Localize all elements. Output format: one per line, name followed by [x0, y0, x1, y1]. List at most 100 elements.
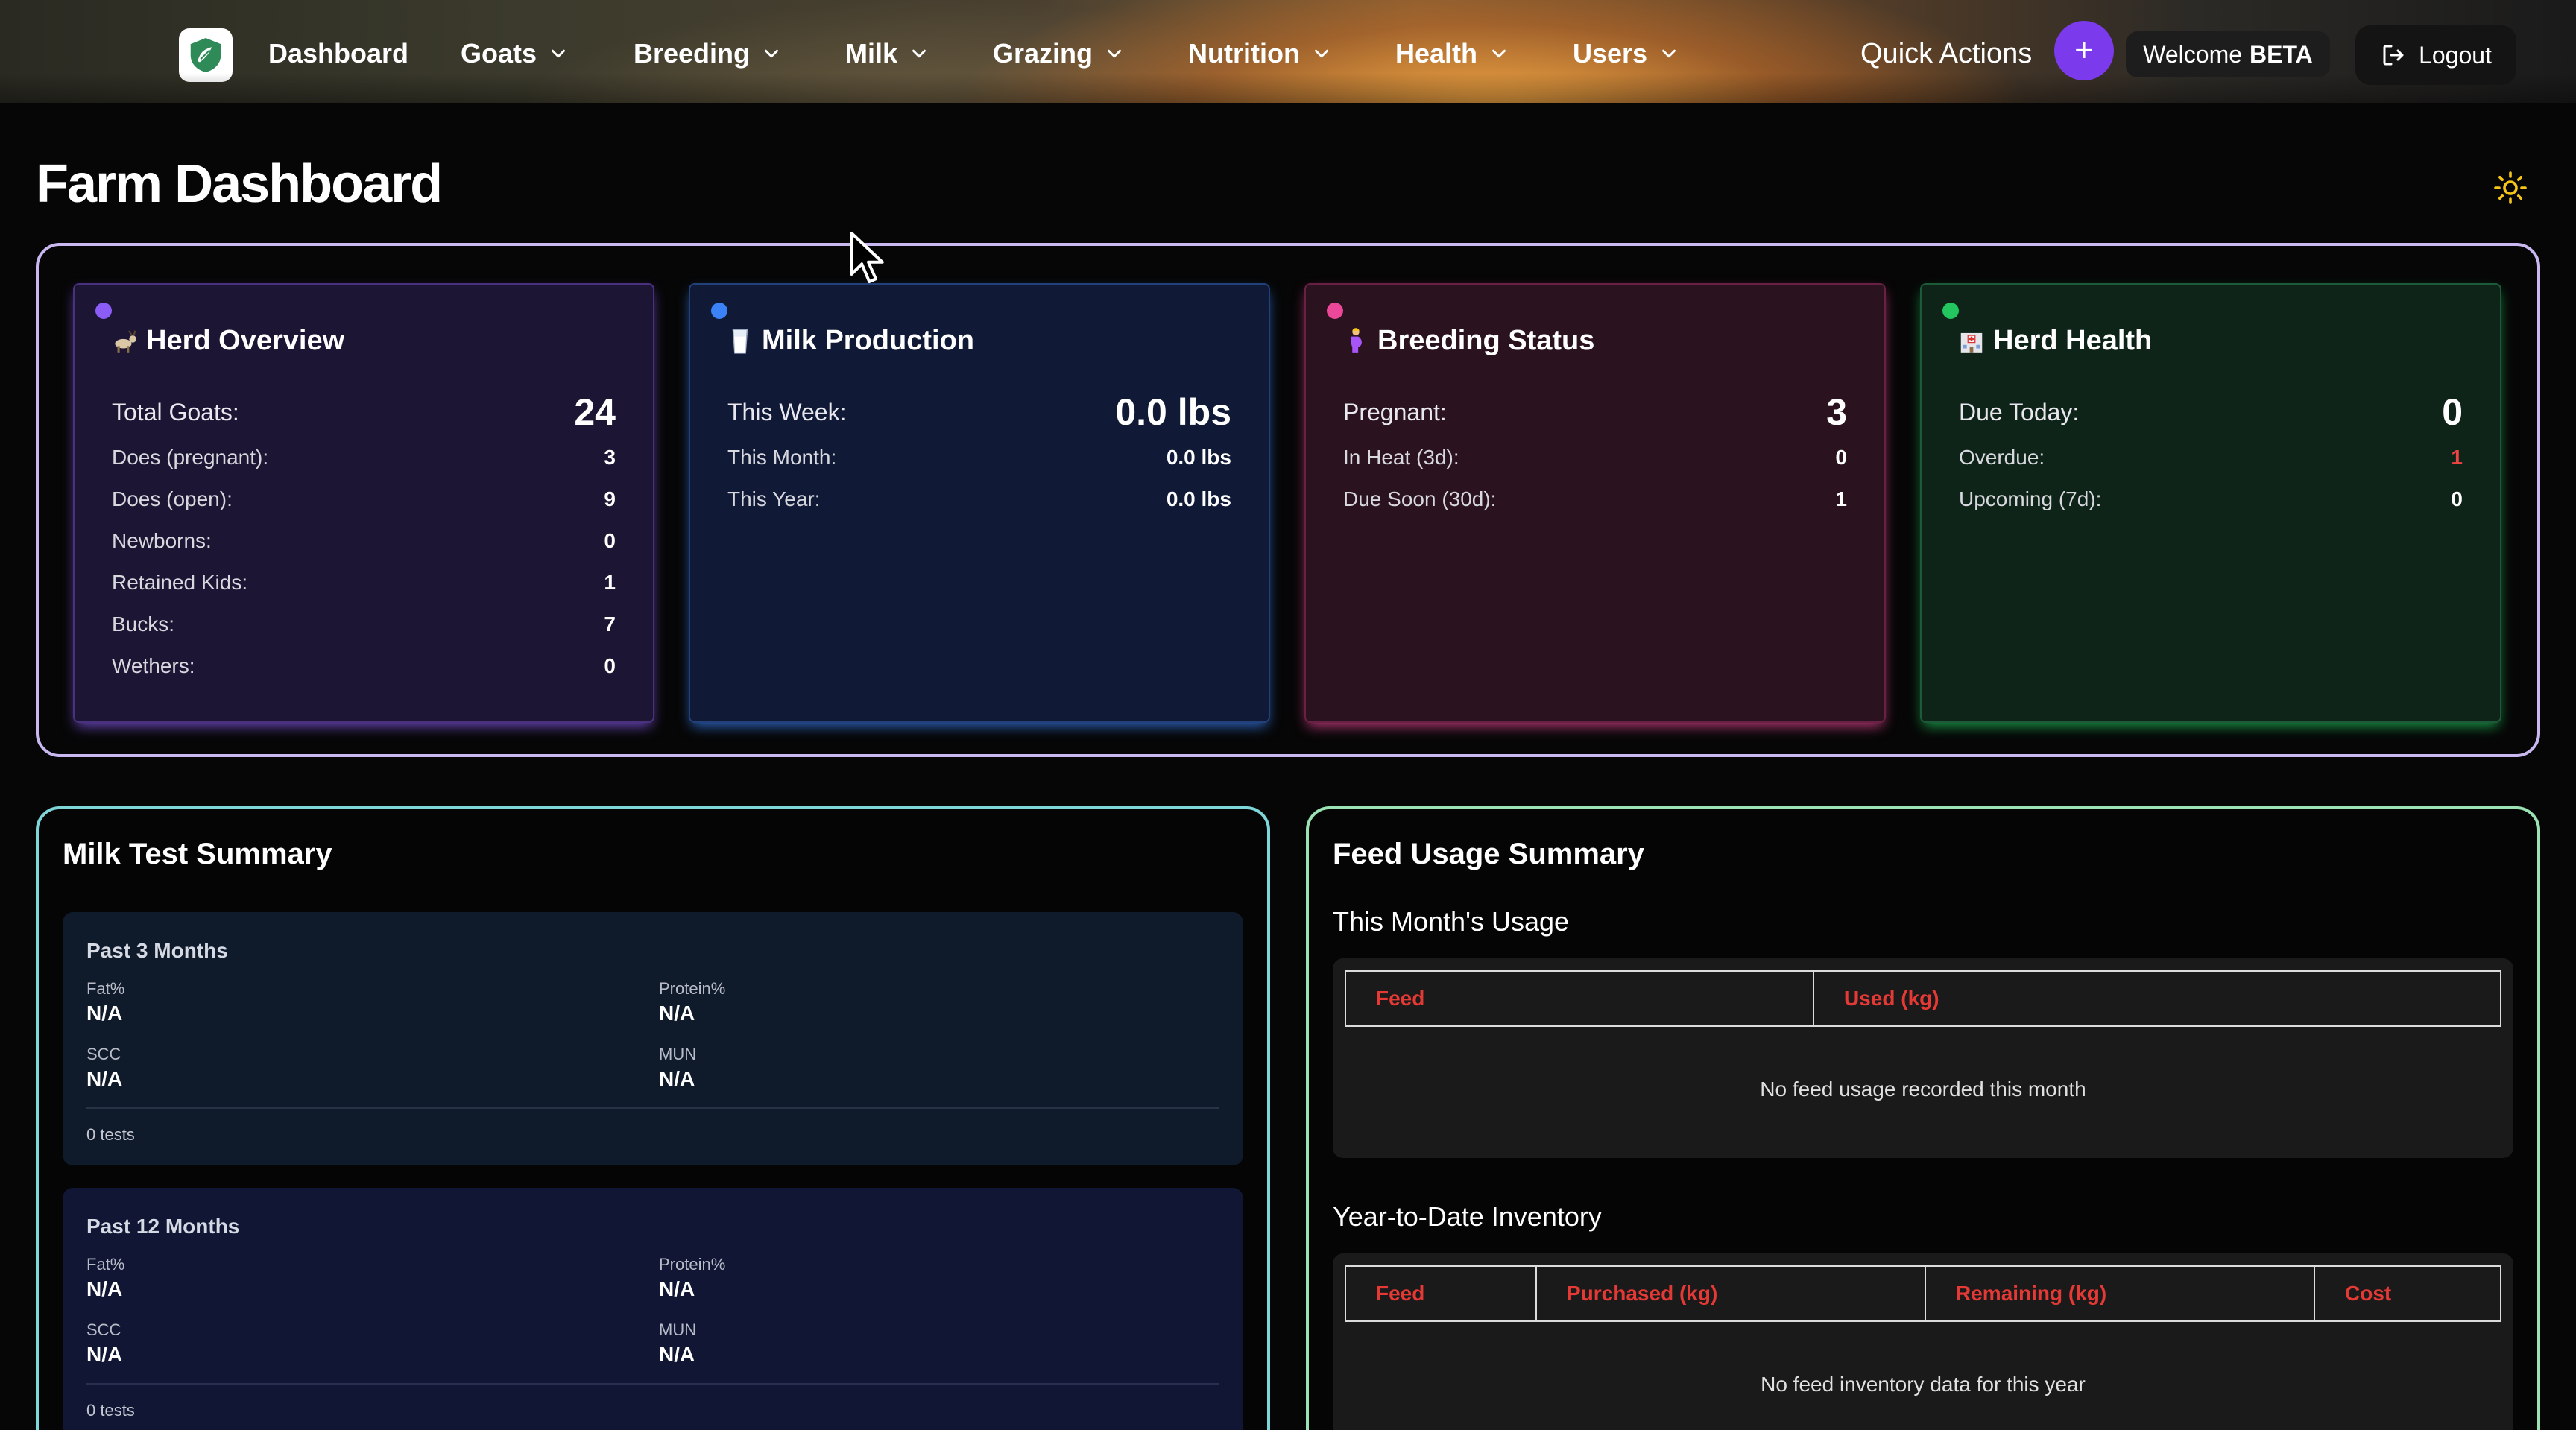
chevron-down-icon	[1108, 49, 1122, 58]
scc-metric: SCC N/A	[86, 1320, 122, 1367]
column-header-remaining[interactable]: Remaining (kg)	[1926, 1267, 2315, 1320]
metric-value: N/A	[659, 1067, 695, 1090]
hospital-icon	[1960, 332, 1983, 353]
quick-actions-plus-button[interactable]: +	[2054, 21, 2114, 80]
column-header-feed[interactable]: Feed	[1346, 972, 1814, 1025]
logout-label: Logout	[2419, 41, 2492, 69]
card-title-text: Herd Overview	[146, 325, 345, 356]
welcome-username: BETA	[2250, 40, 2313, 68]
tests-count: 0 tests	[86, 1125, 135, 1144]
metric-value: N/A	[86, 1343, 123, 1366]
welcome-prefix: Welcome	[2143, 40, 2243, 68]
row-value: 0	[604, 529, 616, 552]
row-value: 3	[1826, 391, 1847, 433]
empty-state-text: No feed usage recorded this month	[1760, 1078, 2086, 1101]
chevron-down-icon	[912, 49, 926, 58]
row-label: This Month:	[727, 446, 837, 469]
row-value: 3	[604, 446, 616, 469]
total-goats-row: Total Goats: 24	[112, 390, 616, 434]
nav-health[interactable]: Health	[1395, 33, 1510, 75]
row-value: 24	[574, 391, 616, 433]
stat-row: Overdue: 1	[1959, 446, 2463, 469]
stat-row: Due Soon (30d): 1	[1343, 487, 1847, 511]
card-title: Breeding Status	[1342, 325, 1594, 357]
nav-grazing[interactable]: Grazing	[993, 33, 1126, 75]
tests-count: 0 tests	[86, 1401, 135, 1420]
row-label: Overdue:	[1959, 446, 2045, 469]
row-label: Newborns:	[112, 529, 212, 552]
metric-value: N/A	[659, 1277, 695, 1300]
nav-milk[interactable]: Milk	[845, 33, 930, 75]
welcome-badge: Welcome BETA	[2126, 31, 2330, 77]
stat-row: Retained Kids: 1	[112, 571, 616, 595]
herd-health-card[interactable]: Herd Health Due Today: 0 Overdue: 1 Upcom…	[1920, 283, 2501, 723]
nav-users[interactable]: Users	[1573, 33, 1680, 75]
chevron-down-icon	[552, 49, 566, 58]
nav-goats[interactable]: Goats	[461, 33, 569, 75]
status-dot	[1327, 303, 1343, 319]
stat-row: Upcoming (7d): 0	[1959, 487, 2463, 511]
breeding-status-card[interactable]: Breeding Status Pregnant: 3 In Heat (3d)…	[1304, 283, 1886, 723]
status-dot	[95, 303, 112, 319]
row-value: 0.0 lbs	[1166, 487, 1231, 510]
month-usage-subtitle: This Month's Usage	[1333, 906, 1570, 937]
milk-production-card[interactable]: Milk Production This Week: 0.0 lbs This …	[689, 283, 1270, 723]
nav-nutrition[interactable]: Nutrition	[1188, 33, 1333, 75]
period-heading: Past 12 Months	[86, 1215, 240, 1238]
status-dot	[1942, 303, 1959, 319]
fat-metric: Fat% N/A	[86, 1255, 124, 1301]
nav-label: Breeding	[634, 38, 751, 69]
metric-value: N/A	[86, 1067, 123, 1090]
stat-row: Does (pregnant): 3	[112, 446, 616, 469]
row-label: Retained Kids:	[112, 571, 248, 594]
card-title: Herd Overview	[110, 325, 344, 357]
chevron-down-icon	[1662, 49, 1676, 58]
metric-label: SCC	[86, 1320, 121, 1339]
column-header-used[interactable]: Used (kg)	[1844, 987, 1939, 1010]
herd-overview-card[interactable]: Herd Overview Total Goats: 24 Does (preg…	[73, 283, 654, 723]
protein-metric: Protein% N/A	[659, 979, 725, 1025]
milk-test-period-12-months: Past 12 Months Fat% N/A Protein% N/A SCC…	[63, 1188, 1243, 1430]
row-value: 0	[1835, 446, 1847, 469]
row-value: 7	[604, 613, 616, 636]
column-header-cost[interactable]: Cost	[2345, 1282, 2392, 1305]
month-usage-table-box: Feed Used (kg) No feed usage recorded th…	[1333, 958, 2513, 1158]
row-value: 0.0 lbs	[1166, 446, 1231, 469]
row-value: 0	[2451, 487, 2463, 510]
divider	[86, 1107, 1219, 1109]
column-header-feed[interactable]: Feed	[1346, 1267, 1537, 1320]
nav-breeding[interactable]: Breeding	[634, 33, 783, 75]
milk-test-summary-panel: Milk Test Summary Past 3 Months Fat% N/A…	[36, 806, 1270, 1430]
row-label: Pregnant:	[1343, 398, 1447, 425]
metric-label: MUN	[659, 1045, 697, 1063]
page-title: Farm Dashboard	[36, 154, 443, 214]
row-label: Total Goats:	[112, 398, 239, 425]
nav-label: Dashboard	[268, 38, 409, 69]
row-label: Does (pregnant):	[112, 446, 269, 469]
metric-label: MUN	[659, 1320, 697, 1339]
metric-label: Protein%	[659, 979, 726, 998]
sun-icon[interactable]	[2493, 170, 2528, 206]
nav-label: Users	[1573, 38, 1648, 69]
quick-actions-label[interactable]: Quick Actions	[1860, 37, 2033, 69]
fat-metric: Fat% N/A	[86, 979, 124, 1025]
row-label: Bucks:	[112, 613, 175, 636]
goat-icon	[115, 329, 136, 353]
metric-value: N/A	[86, 1277, 123, 1300]
nav-label: Health	[1395, 38, 1478, 69]
farm-logo-icon[interactable]	[179, 28, 233, 82]
metric-label: Fat%	[86, 979, 125, 998]
panel-title: Milk Test Summary	[63, 838, 332, 870]
nav-dashboard[interactable]: Dashboard	[268, 33, 408, 75]
stat-row: In Heat (3d): 0	[1343, 446, 1847, 469]
nav-label: Grazing	[993, 38, 1093, 69]
metric-label: Protein%	[659, 1255, 726, 1274]
row-value: 0.0 lbs	[1115, 391, 1231, 433]
row-label: This Year:	[727, 487, 821, 510]
row-label: Upcoming (7d):	[1959, 487, 2102, 510]
logout-button[interactable]: Logout	[2355, 25, 2516, 85]
metric-value: N/A	[659, 1343, 695, 1366]
column-header-purchased[interactable]: Purchased (kg)	[1537, 1267, 1926, 1320]
month-usage-table-header: Feed Used (kg)	[1345, 970, 2501, 1027]
scc-metric: SCC N/A	[86, 1045, 122, 1091]
